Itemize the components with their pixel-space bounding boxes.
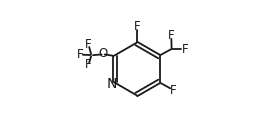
Text: F: F [85,58,92,71]
Text: F: F [133,20,140,33]
Text: F: F [182,43,189,56]
Text: F: F [170,84,177,97]
Text: F: F [77,48,83,61]
Text: N: N [106,77,117,91]
Text: O: O [99,47,108,60]
Text: F: F [85,39,92,51]
Text: F: F [168,29,175,42]
